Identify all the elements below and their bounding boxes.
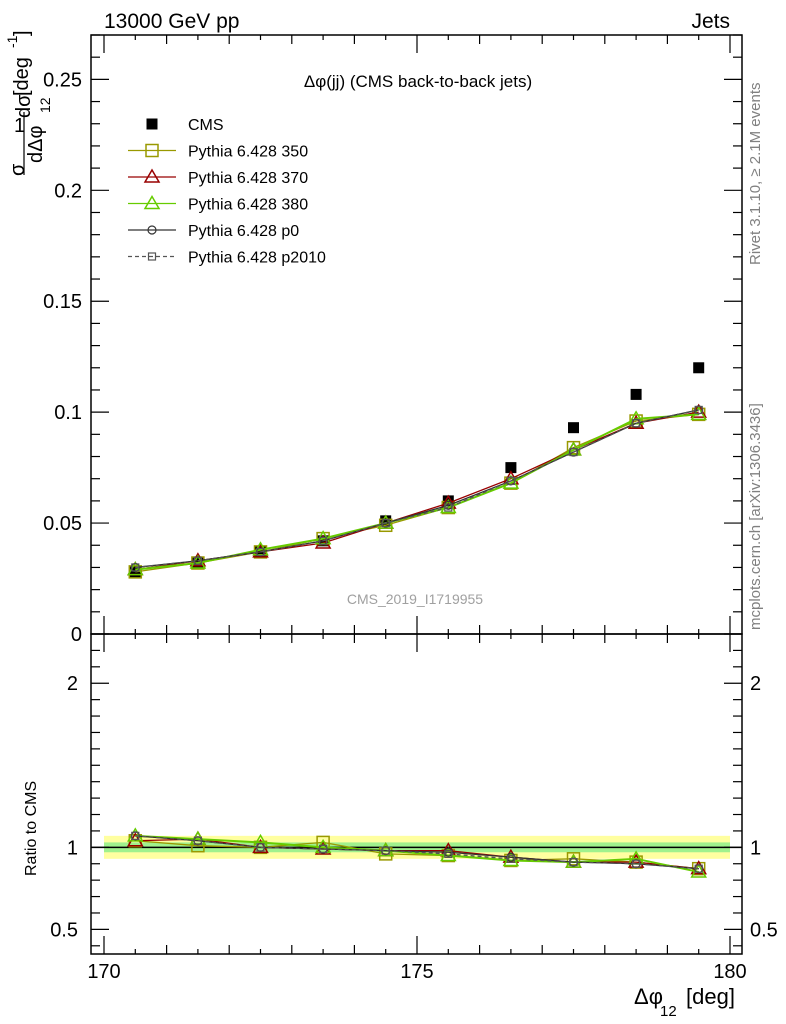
main-point-pythia-6-428-p2010 [193, 556, 202, 565]
main-point-pythia-6-428-p2010 [569, 447, 578, 457]
main-line-pythia-6-428-380 [135, 413, 699, 571]
y-tick-label-ratio-right: 2 [750, 673, 761, 695]
y-tick-label-ratio-left: 1 [67, 837, 78, 859]
legend-marker-cms [146, 118, 158, 130]
legend-marker-pythia-6-428-350 [145, 143, 159, 158]
ratio-point-pythia-6-428-p2010 [569, 858, 578, 867]
analysis-watermark: CMS_2019_I1719955 [347, 591, 483, 607]
y-tick-label-ratio-right: 1 [750, 837, 761, 859]
main-point-pythia-6-428-p2010 [381, 518, 390, 528]
y-label-sigma: σ [7, 163, 29, 176]
main-point-cms [380, 515, 392, 527]
y-tick-label-main: 0.1 [54, 402, 82, 424]
main-point-pythia-6-428-p2010 [256, 547, 265, 557]
main-line-pythia-6-428-p2010 [135, 409, 699, 569]
rivet-version-text: Rivet 3.1.10, ≥ 2.1M events [747, 83, 764, 266]
legend-marker-pythia-6-428-370 [143, 168, 161, 183]
legend-label-pythia-6-428-p0: Pythia 6.428 p0 [188, 223, 299, 240]
y-tick-label-main: 0.25 [43, 69, 82, 91]
x-tick-label: 175 [400, 961, 433, 983]
ratio-point-pythia-6-428-p2010 [193, 836, 202, 845]
x-tick-label: 170 [87, 961, 120, 983]
x-label-unit: [deg] [686, 984, 735, 1009]
ratio-point-pythia-6-428-p2010 [631, 859, 641, 868]
y-tick-label-main: 0.05 [43, 513, 82, 535]
ratio-point-pythia-6-428-p2010 [256, 843, 265, 852]
main-point-pythia-6-428-p2010 [131, 563, 140, 572]
ratio-line-pythia-6-428-380 [135, 834, 699, 873]
header-left: 13000 GeV pp [104, 10, 239, 33]
x-tick-label: 180 [713, 961, 746, 983]
ratio-point-pythia-6-428-p2010 [694, 864, 703, 873]
y-label-superscript: -1 [4, 35, 20, 48]
mcplots-credit-text: mcplots.cern.ch [arXiv:1306.3436] [747, 403, 764, 630]
y-tick-label-ratio-right: 0.5 [750, 919, 778, 941]
y-label-d-dphi: dΔφ [25, 126, 47, 163]
axis-ticks: 170 175 180 0 0.05 0.1 0.15 0.2 0.25 0.5 0.5 1 1 2 2 [43, 34, 778, 983]
legend-label-pythia-6-428-380: Pythia 6.428 380 [188, 197, 308, 214]
y-axis-label: 1 dσ σ dΔφ 12 [deg -1 ] [4, 30, 53, 176]
main-point-pythia-6-428-p2010 [631, 419, 641, 428]
x-label-sub: 12 [660, 1003, 677, 1020]
ratio-point-pythia-6-428-p2010 [131, 831, 140, 840]
y-tick-label-main: 0 [71, 624, 82, 646]
main-point-cms [630, 388, 642, 400]
legend-label-pythia-6-428-p2010: Pythia 6.428 p2010 [188, 250, 326, 267]
ratio-axis-label: Ratio to CMS [23, 781, 40, 876]
ratio-panel-series [126, 827, 708, 878]
legend-marker-pythia-6-428-p2010 [147, 252, 157, 261]
y-tick-label-main: 0.15 [43, 291, 82, 313]
header-right: Jets [691, 10, 730, 33]
ratio-point-pythia-6-428-p2010 [319, 844, 328, 854]
main-line-pythia-6-428-370 [135, 411, 699, 571]
legend-marker-pythia-6-428-380 [143, 195, 161, 210]
main-line-pythia-6-428-350 [135, 413, 699, 573]
legend-label-pythia-6-428-370: Pythia 6.428 370 [188, 170, 308, 187]
legend-marker-pythia-6-428-p0 [147, 225, 157, 235]
y-label-d-sigma: dσ [13, 94, 35, 118]
ratio-line-pythia-6-428-p2010 [135, 835, 699, 870]
legend-label-pythia-6-428-350: Pythia 6.428 350 [188, 144, 308, 161]
y-label-num: 1 [14, 115, 25, 137]
main-point-cms [693, 362, 705, 374]
ratio-point-pythia-6-428-p2010 [381, 846, 390, 855]
y-tick-label-main: 0.2 [54, 180, 82, 202]
y-label-unit: [deg [11, 57, 33, 96]
main-point-pythia-6-428-p2010 [319, 536, 328, 545]
ratio-line-pythia-6-428-370 [135, 838, 699, 870]
legend-label-cms: CMS [188, 117, 224, 134]
legend: CMS Pythia 6.428 350 Pythia 6.428 370 Pythi… [128, 117, 326, 267]
y-tick-label-ratio-left: 2 [67, 673, 78, 695]
main-point-pythia-6-428-p2010 [506, 476, 515, 486]
main-point-cms [505, 462, 517, 474]
x-label-main: Δφ [634, 984, 663, 1009]
y-label-subscript: 12 [37, 97, 53, 113]
ratio-point-pythia-6-428-p2010 [506, 854, 515, 863]
main-point-pythia-6-428-p2010 [694, 405, 703, 415]
ratio-panel-frame [90, 633, 743, 955]
y-tick-label-ratio-left: 0.5 [50, 919, 78, 941]
y-label-close: ] [11, 30, 33, 36]
main-point-pythia-6-428-p2010 [444, 503, 453, 512]
main-point-cms [568, 422, 579, 434]
plot-title: Δφ(jj) (CMS back-to-back jets) [304, 72, 532, 91]
ratio-point-pythia-6-428-350 [566, 852, 581, 866]
main-panel-series [126, 362, 708, 579]
ratio-point-pythia-6-428-p2010 [444, 849, 453, 858]
x-axis-label: Δφ 12 [deg] [634, 984, 735, 1020]
